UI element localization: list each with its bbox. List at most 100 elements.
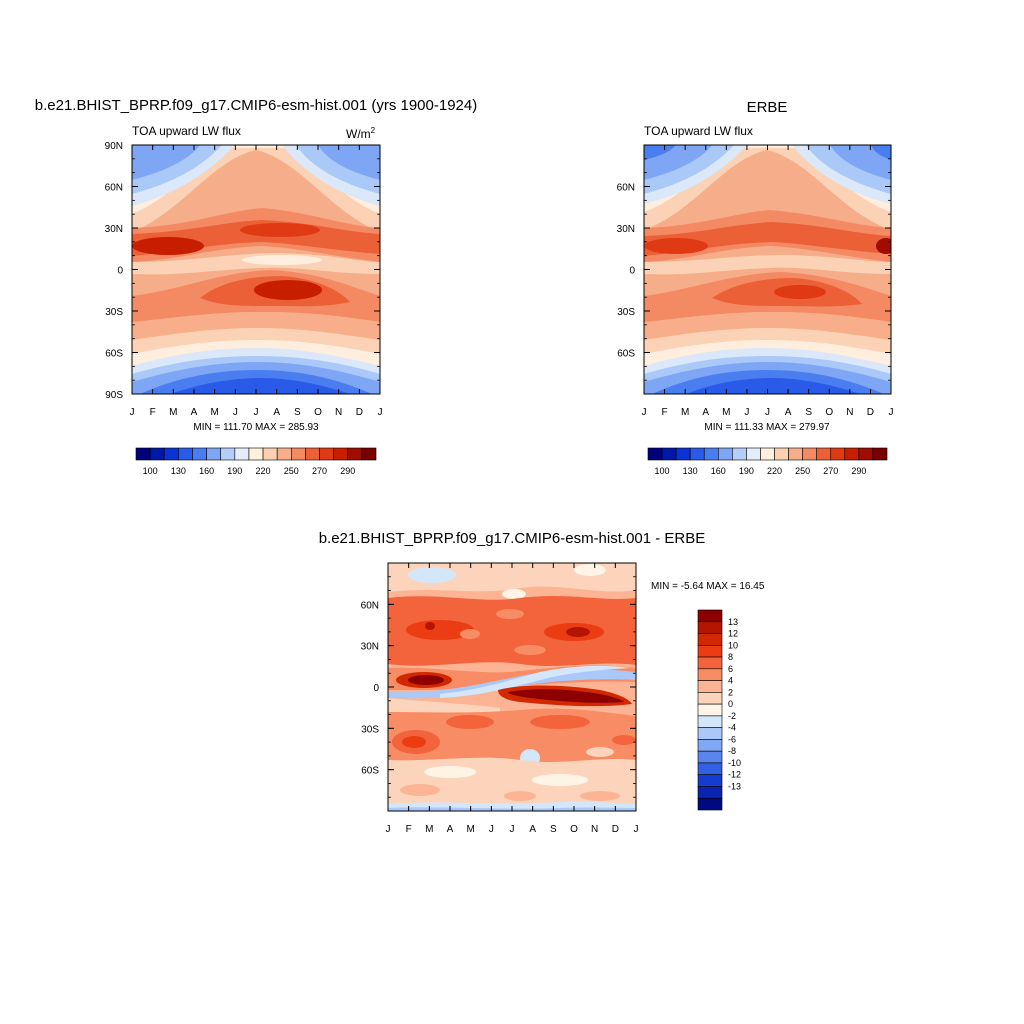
x-tick-label: D xyxy=(867,407,874,418)
x-tick-label: A xyxy=(191,407,198,418)
x-tick-label: A xyxy=(273,407,280,418)
x-tick-label: D xyxy=(612,824,619,835)
colorbar-box xyxy=(697,797,723,811)
colorbar-label: 160 xyxy=(199,466,214,476)
colorbar-label: 290 xyxy=(340,466,355,476)
panel-obs-yticks: 60N 30N 0 30S 60S xyxy=(617,144,891,395)
colorbar-box xyxy=(697,609,723,623)
colorbar-box xyxy=(276,447,292,461)
panel-model: b.e21.BHIST_BPRP.f09_g17.CMIP6-esm-hist.… xyxy=(35,97,477,476)
y-tick-label: 60N xyxy=(105,183,123,194)
colorbar-box xyxy=(262,447,278,461)
colorbar-box xyxy=(697,774,723,787)
colorbar-box xyxy=(234,447,250,461)
panel-model-yticks: 90N 60N 30N 0 30S 60S 90S xyxy=(105,141,380,401)
units-superscript: 2 xyxy=(371,126,376,135)
colorbar-box xyxy=(697,739,723,752)
colorbar-label: -10 xyxy=(728,758,741,768)
colorbar-box xyxy=(347,447,363,461)
panel-obs: ERBE TOA upward LW flux xyxy=(617,99,894,476)
x-tick-label: J xyxy=(744,407,749,418)
colorbar-box xyxy=(774,447,789,461)
x-tick-label: A xyxy=(447,824,454,835)
colorbar-box xyxy=(697,680,723,693)
colorbar-box xyxy=(290,447,306,461)
colorbar-box xyxy=(802,447,818,461)
colorbar-label: 0 xyxy=(728,699,733,709)
colorbar-label: 190 xyxy=(227,466,242,476)
colorbar-box xyxy=(206,447,222,461)
x-tick-label: F xyxy=(662,407,668,418)
y-tick-label: 30N xyxy=(361,642,379,653)
panel-difference-field xyxy=(388,563,636,811)
x-tick-label: M xyxy=(210,407,218,418)
colorbar-box xyxy=(248,447,264,461)
colorbar-box xyxy=(178,447,193,461)
panel-difference: b.e21.BHIST_BPRP.f09_g17.CMIP6-esm-hist.… xyxy=(319,530,765,835)
y-tick-label: 90N xyxy=(105,141,123,152)
x-tick-label: J xyxy=(765,407,770,418)
colorbar-box xyxy=(697,786,723,799)
x-tick-label: A xyxy=(702,407,709,418)
colorbar-box xyxy=(697,762,723,776)
x-tick-label: J xyxy=(130,407,135,418)
colorbar-label: 12 xyxy=(728,629,738,639)
colorbar-label: -6 xyxy=(728,734,736,744)
colorbar-label: 250 xyxy=(795,466,810,476)
x-tick-label: O xyxy=(825,407,833,418)
colorbar-box xyxy=(697,656,723,670)
y-tick-label: 30S xyxy=(617,307,635,318)
x-tick-label: J xyxy=(386,824,391,835)
colorbar-label: 290 xyxy=(851,466,866,476)
colorbar-box xyxy=(697,692,723,705)
colorbar-box xyxy=(333,447,349,461)
colorbar-box xyxy=(844,447,860,461)
panel-obs-title: ERBE xyxy=(747,99,788,116)
x-tick-label: S xyxy=(805,407,812,418)
x-tick-label: J xyxy=(642,407,647,418)
colorbar-box xyxy=(830,447,846,461)
colorbar-box xyxy=(192,447,207,461)
x-tick-label: F xyxy=(406,824,412,835)
colorbar-box xyxy=(760,447,775,461)
x-tick-label: D xyxy=(356,407,363,418)
x-tick-label: A xyxy=(785,407,792,418)
panel-model-field xyxy=(132,145,380,394)
x-tick-label: J xyxy=(233,407,238,418)
x-tick-label: O xyxy=(314,407,322,418)
y-tick-label: 0 xyxy=(373,683,379,694)
panel-obs-field xyxy=(644,145,891,394)
colorbar-box xyxy=(305,447,320,461)
x-tick-label: A xyxy=(529,824,536,835)
colorbar-label: 6 xyxy=(728,664,733,674)
colorbar-label: 250 xyxy=(284,466,299,476)
colorbar-box xyxy=(661,447,677,461)
colorbar-box xyxy=(697,644,723,658)
colorbar-box xyxy=(816,447,832,461)
colorbar-box xyxy=(689,447,705,461)
colorbar-box xyxy=(319,447,334,461)
panel-difference-yticks: 60N 30N 0 30S 60S xyxy=(361,562,636,812)
colorbar-box xyxy=(717,447,733,461)
x-tick-label: J xyxy=(889,407,894,418)
colorbar-label: 270 xyxy=(823,466,838,476)
colorbar-label: 8 xyxy=(728,652,733,662)
x-tick-label: M xyxy=(169,407,177,418)
colorbar-box xyxy=(697,703,723,717)
colorbar-label: 100 xyxy=(655,466,670,476)
panel-difference-minmax: MIN = -5.64 MAX = 16.45 xyxy=(651,581,765,592)
x-tick-label: S xyxy=(294,407,301,418)
panel-model-title: b.e21.BHIST_BPRP.f09_g17.CMIP6-esm-hist.… xyxy=(35,97,477,114)
colorbar-box xyxy=(135,447,151,461)
y-tick-label: 60N xyxy=(361,600,379,611)
y-tick-label: 30N xyxy=(617,224,635,235)
x-tick-label: S xyxy=(550,824,557,835)
units-base: W/m xyxy=(346,127,371,141)
x-tick-label: M xyxy=(681,407,689,418)
colorbar-label: -2 xyxy=(728,711,736,721)
y-tick-label: 60S xyxy=(361,766,379,777)
y-tick-label: 30N xyxy=(105,224,123,235)
colorbar-label: 13 xyxy=(728,617,738,627)
